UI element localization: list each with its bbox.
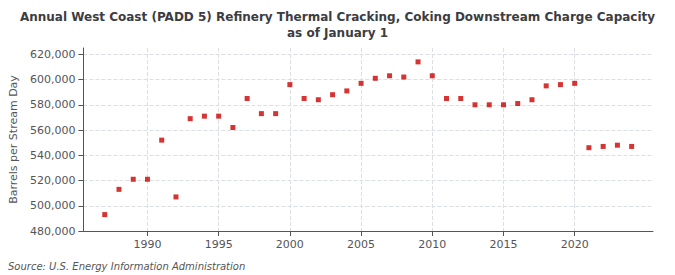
svg-text:480,000: 480,000 <box>30 225 76 238</box>
svg-text:600,000: 600,000 <box>30 73 76 86</box>
svg-text:Barrels per Stream Day: Barrels per Stream Day <box>7 75 20 204</box>
svg-text:540,000: 540,000 <box>30 149 76 162</box>
svg-text:2000: 2000 <box>276 238 304 251</box>
svg-text:500,000: 500,000 <box>30 199 76 212</box>
svg-text:2020: 2020 <box>561 238 589 251</box>
svg-text:2005: 2005 <box>347 238 375 251</box>
svg-text:Annual West Coast (PADD 5) Ref: Annual West Coast (PADD 5) Refinery Ther… <box>20 10 655 24</box>
svg-text:580,000: 580,000 <box>30 98 76 111</box>
svg-text:2010: 2010 <box>418 238 446 251</box>
svg-text:as of January 1: as of January 1 <box>287 26 388 40</box>
svg-text:520,000: 520,000 <box>30 174 76 187</box>
svg-text:2015: 2015 <box>489 238 517 251</box>
svg-text:1995: 1995 <box>205 238 233 251</box>
svg-text:560,000: 560,000 <box>30 124 76 137</box>
svg-text:620,000: 620,000 <box>30 48 76 61</box>
svg-text:Source: U.S. Energy Informatio: Source: U.S. Energy Information Administ… <box>8 261 245 272</box>
svg-text:1990: 1990 <box>133 238 161 251</box>
